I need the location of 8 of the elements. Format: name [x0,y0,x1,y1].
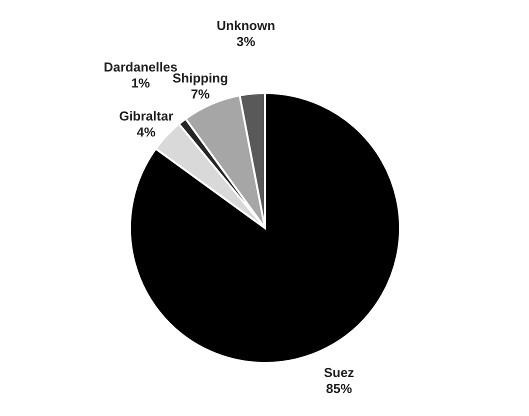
slice-label: Suez [324,365,355,380]
data-label: 85% [326,381,352,396]
data-label: 1% [131,76,150,91]
data-label: 7% [190,86,210,102]
data-label: 3% [236,34,256,49]
slice-label: Unknown [216,18,276,33]
slice-label: Gibraltar [119,108,174,124]
data-label: 4% [136,124,156,140]
